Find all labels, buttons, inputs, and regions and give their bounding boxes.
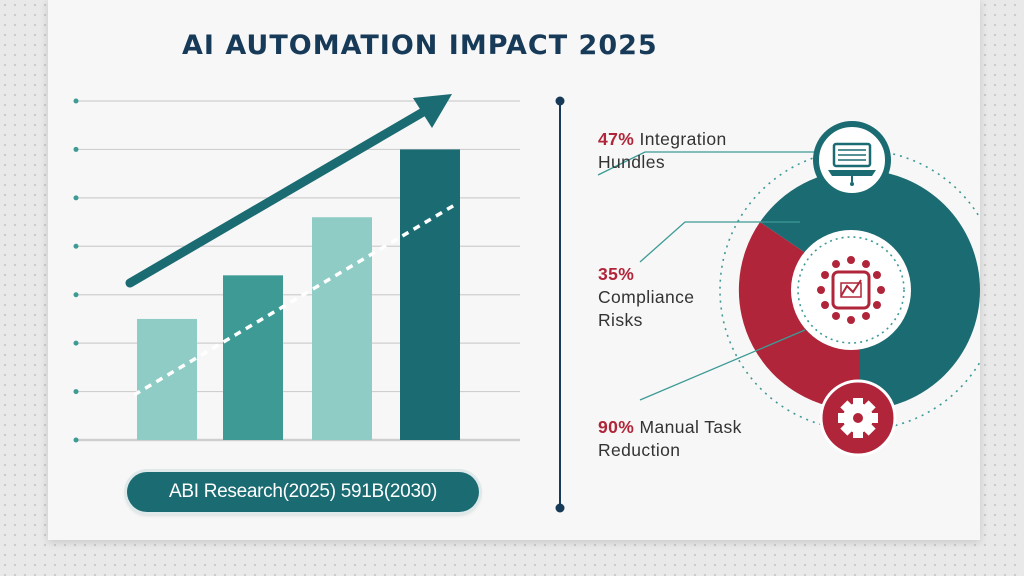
grid-dot	[73, 389, 79, 395]
factor-manual-task: 90% Manual Task Reduction	[598, 416, 798, 462]
factor-text: Integration Hundles	[598, 129, 727, 172]
trend-arrow	[125, 103, 435, 288]
divider	[555, 96, 565, 513]
chip-node	[872, 271, 881, 279]
connector-lines	[597, 151, 820, 401]
chip-node	[847, 256, 855, 264]
factor-percent: 47%	[598, 129, 635, 149]
grid-dot	[73, 243, 79, 249]
laptop-icon	[813, 121, 891, 199]
chip-node	[832, 260, 840, 269]
chip-node	[847, 316, 855, 324]
factor-integration: 47% Integration Hundles	[598, 128, 768, 174]
grid-dot	[73, 437, 79, 443]
donut-segment-teal	[860, 170, 980, 410]
ai-chip-icon	[817, 256, 885, 324]
chart-title: AI AUTOMATION IMPACT 2025	[182, 30, 658, 61]
grid-dot	[73, 195, 79, 201]
trend-line	[133, 201, 459, 397]
chip-node	[862, 260, 870, 269]
chip-node	[821, 301, 830, 309]
chip-node	[877, 286, 885, 294]
grid-dot	[73, 292, 79, 298]
chip-node	[832, 311, 840, 320]
bar-chart	[73, 94, 520, 443]
factor-text: Manual Task Reduction	[598, 417, 742, 460]
factor-compliance: 35% Compliance Risks	[598, 263, 718, 332]
source-badge: ABI Research(2025) 591B(2030)	[127, 472, 479, 512]
chip-node	[817, 286, 825, 294]
trend-arrow-head	[413, 94, 452, 128]
grid-dot	[73, 98, 79, 104]
grid-dot	[73, 340, 79, 346]
bar	[400, 149, 460, 440]
factor-text: Compliance Risks	[598, 287, 695, 330]
bar	[137, 318, 197, 440]
chip-node	[872, 301, 881, 309]
factor-percent: 90%	[598, 417, 635, 437]
factor-percent: 35%	[598, 264, 635, 284]
grid-dot	[73, 146, 79, 152]
bar	[223, 275, 283, 440]
bar	[312, 217, 372, 440]
gear-icon	[819, 379, 897, 457]
chip-node	[862, 311, 870, 320]
chip-node	[821, 271, 830, 279]
